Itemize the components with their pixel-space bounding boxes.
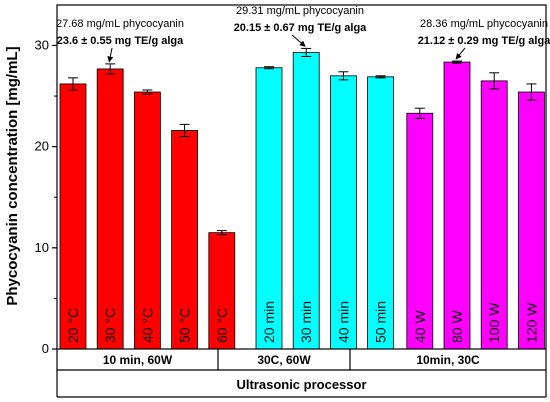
bar-1: [96, 68, 124, 350]
annotation-arrow: [291, 34, 306, 47]
annotation-arrow: [107, 47, 114, 63]
annotation-line2: 20.15 ± 0.67 mg TE/g alga: [234, 22, 367, 34]
group-label: 10 min, 60W: [103, 353, 173, 367]
category-label: 20 °C: [65, 308, 81, 343]
bar-7: [329, 75, 357, 350]
category-label: 40 °C: [139, 308, 155, 343]
y-tick-label: 20: [35, 139, 49, 154]
y-axis: 0 10 20 30: [35, 37, 57, 356]
category-label: 60 °C: [214, 308, 230, 343]
category-label: 50 min: [373, 301, 389, 343]
bar-12: [518, 91, 545, 350]
group-label: 30C, 60W: [257, 353, 311, 367]
y-tick-label: 0: [42, 341, 49, 356]
footer-label: Ultrasonic processor: [236, 377, 366, 392]
category-label: 20 min: [261, 301, 277, 343]
annotation-line2: 21.12 ± 0.29 mg TE/g alga: [418, 35, 550, 47]
category-label: 100 W: [486, 302, 502, 343]
annotation-line2: 23.6 ± 0.55 mg TE/g alga: [57, 35, 184, 47]
y-tick-label: 30: [35, 37, 49, 52]
annotation-line1: 28.36 mg/mL phycocyanin: [420, 18, 548, 30]
category-label: 30 min: [298, 301, 314, 343]
bar-10: [443, 61, 471, 350]
group-labels: 10 min, 60W 30C, 60W 10min, 30C Ultrasonic …: [56, 349, 547, 398]
bar-5: [255, 67, 283, 350]
category-label: 120 W: [523, 302, 539, 343]
category-label: 40 W: [412, 310, 428, 343]
group-label: 10min, 30C: [416, 353, 480, 367]
category-label: 80 W: [449, 310, 465, 343]
bar-4: [208, 232, 236, 350]
y-axis-label: Phycocyanin concentration [mg/mL]: [4, 46, 21, 305]
bar-11: [480, 80, 508, 350]
category-label: 30 °C: [102, 308, 118, 343]
category-label: 50 °C: [177, 308, 193, 343]
category-label: 40 min: [335, 301, 351, 343]
plot-frame: [56, 4, 547, 350]
annotations: 27.68 mg/mL phycocyanin 23.6 ± 0.55 mg TE…: [56, 5, 550, 63]
bar-8: [367, 76, 395, 350]
y-tick-label: 10: [35, 240, 49, 255]
annotation-arrow: [455, 47, 466, 60]
annotation-line1: 29.31 mg/mL phycocyanin: [236, 5, 364, 17]
bars: 20 °C 30 °C 40 °C 50 °C 60 °C 20 min 30 min 40 …: [59, 47, 545, 350]
annotation-line1: 27.68 mg/mL phycocyanin: [56, 18, 184, 30]
